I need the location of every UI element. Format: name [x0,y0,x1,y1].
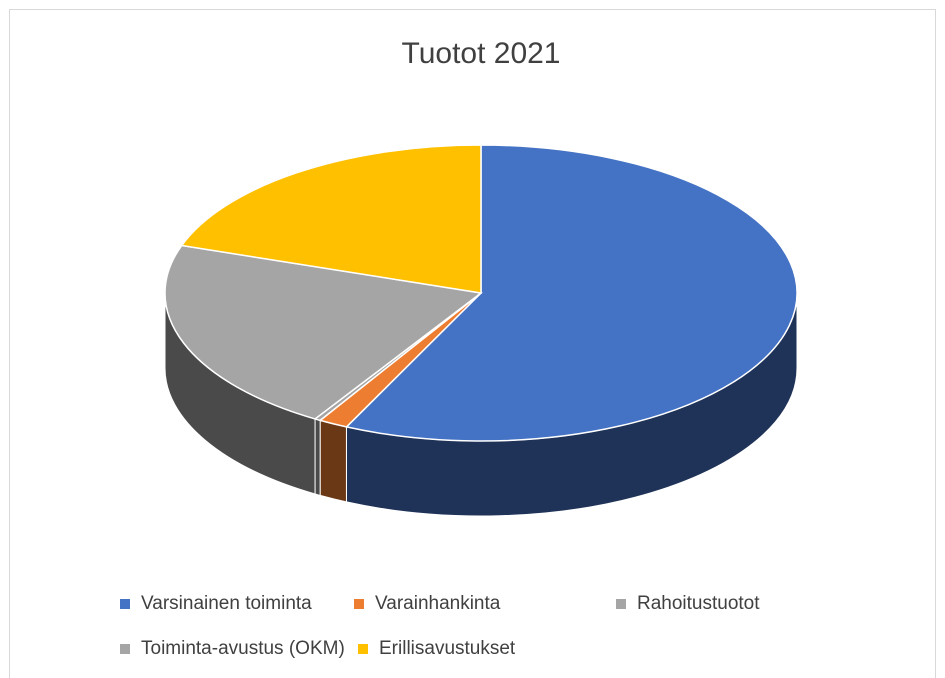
slice [180,144,482,294]
legend-label: Toiminta-avustus (OKM) [141,638,345,659]
legend-swatch [616,599,626,609]
legend-swatch [120,644,130,654]
slice-side [319,419,347,503]
chart-title: Tuotot 2021 [401,37,560,70]
legend-label: Rahoitustuotot [637,593,760,614]
slice [164,244,483,420]
legend-label: Varainhankinta [375,593,501,614]
legend-label: Varsinainen toiminta [141,593,312,614]
legend-label: Erillisavustukset [379,638,516,659]
slice-side [314,418,321,497]
legend-swatch [358,644,368,654]
legend-swatch [120,599,130,609]
slice [344,144,798,442]
legend-swatch [354,599,364,609]
